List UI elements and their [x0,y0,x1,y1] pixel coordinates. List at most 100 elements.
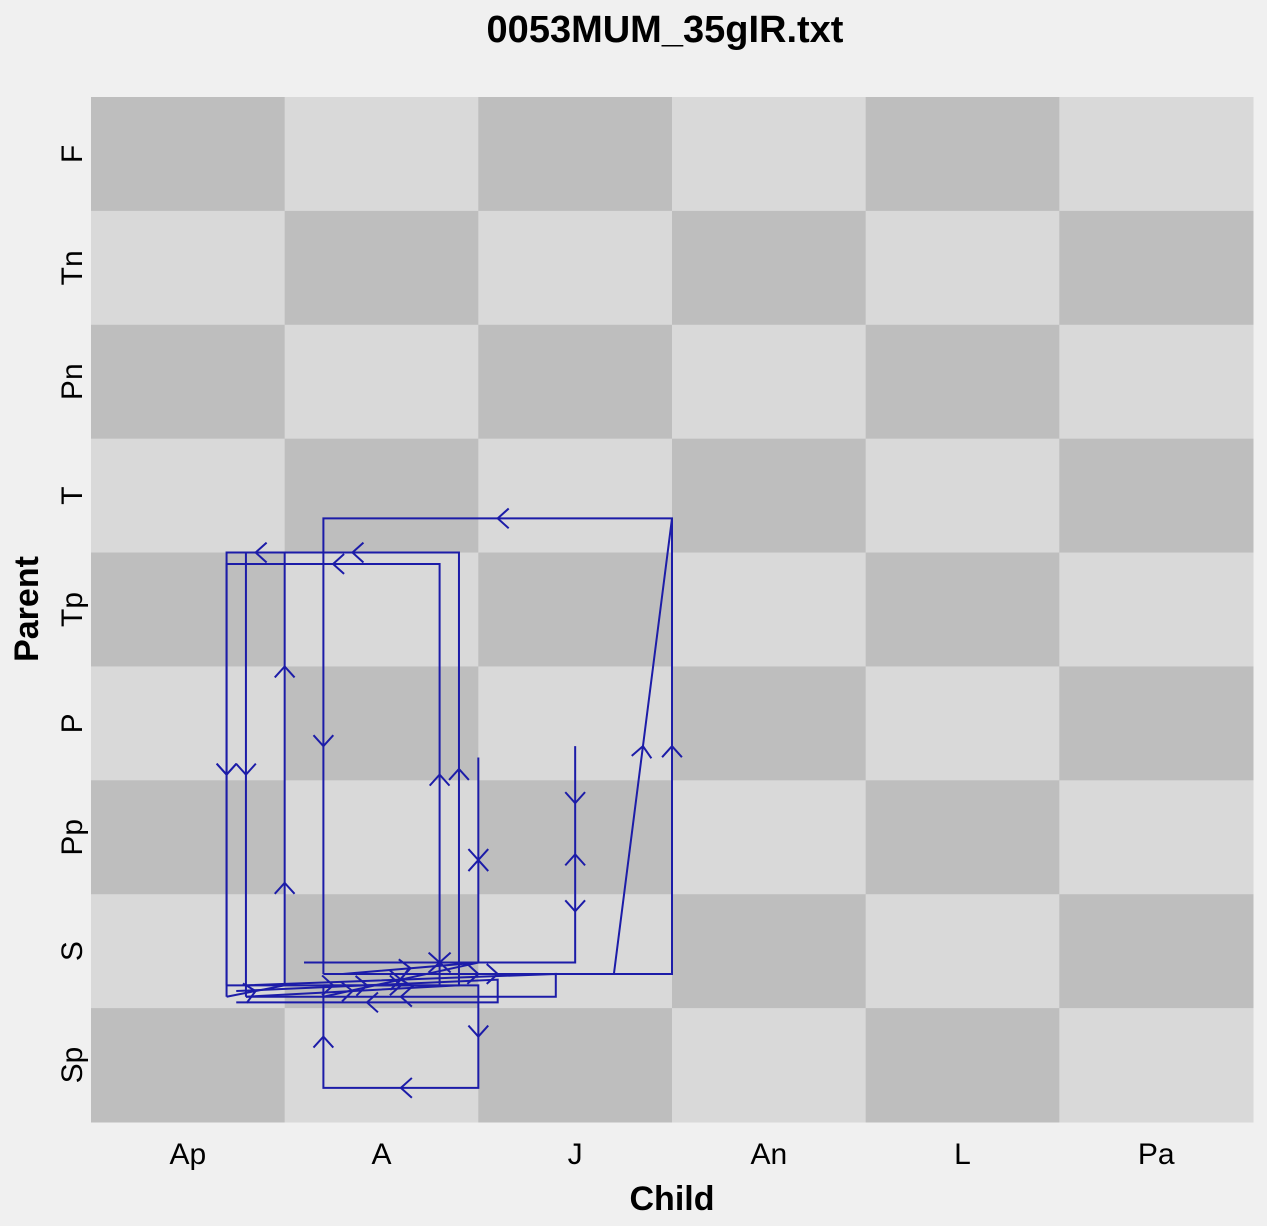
grid-cell [672,324,867,440]
grid-cell [91,438,286,554]
grid-cell [672,210,867,326]
direction-marker [466,963,480,985]
direction-marker [274,664,296,679]
grid-cell [478,210,673,326]
grid-cell [672,552,867,667]
grid-cell [865,894,1060,1009]
direction-marker [312,1035,335,1049]
grid-cell [865,666,1060,781]
direction-marker [354,975,369,997]
grid-cell [865,97,1060,212]
transition-path [244,551,460,998]
direction-marker [661,744,683,758]
grid-cell [284,210,479,326]
grid-cell [865,324,1060,440]
grid-cell [478,324,673,440]
direction-marker [438,951,452,974]
grid-cell [284,894,479,1009]
direction-marker [467,1024,489,1039]
y-tick-label: F [56,145,89,163]
grid-cell [478,97,673,212]
direction-marker [389,974,403,996]
direction-marker [467,848,489,862]
grid-cell [672,894,867,1009]
checkerboard-grid [91,97,1254,1123]
direction-marker [321,974,335,996]
x-tick-label: L [954,1138,971,1171]
grid-cell [1059,894,1254,1009]
grid-cell [284,324,479,440]
grid-cell [478,552,673,667]
direction-marker [312,734,335,748]
grid-cell [284,666,479,781]
chart-title: 0053MUM_35gIR.txt [487,9,844,51]
grid-cell [284,552,479,667]
y-tick-label: T [56,486,89,504]
direction-marker [631,744,653,759]
grid-cell [91,780,286,895]
grid-cell [91,210,286,326]
grid-cell [672,438,867,554]
x-tick-label: A [371,1138,391,1171]
grid-cell [672,97,867,212]
y-tick-label: Sp [56,1047,89,1084]
direction-marker [242,982,258,1004]
grid-cell [284,438,479,554]
grid-cell [865,210,1060,326]
y-tick-label: Tp [56,592,89,627]
grid-cell [284,780,479,895]
grid-cell [91,552,286,667]
direction-marker [388,969,403,991]
direction-marker [350,541,365,564]
grid-cell [865,438,1060,554]
grid-cell [1059,438,1254,554]
grid-cell [1059,1008,1254,1123]
y-tick-label: P [56,713,89,733]
grid-cell [672,666,867,781]
x-tick-label: Pa [1138,1138,1175,1171]
direction-marker [340,980,354,1003]
grid-cell [284,1008,479,1123]
x-tick-labels: Ap A J An L Pa [169,1138,1174,1171]
grid-cell [672,1008,867,1123]
direction-marker [399,986,413,1008]
y-tick-label: S [56,941,89,961]
x-tick-label: Ap [169,1138,206,1171]
direction-marker [496,507,510,530]
grid-cell [865,1008,1060,1123]
y-tick-label: Pn [56,363,89,400]
y-tick-label: Tn [56,250,89,285]
x-axis-label: Child [630,1180,715,1218]
direction-markers [215,507,683,1099]
grid-cell [865,552,1060,667]
grid-cell [1059,552,1254,667]
grid-cell [478,1008,673,1123]
grid-cell [672,780,867,895]
direction-marker [486,963,500,985]
grid-cell [1059,210,1254,326]
y-tick-label: Pp [56,819,89,856]
grid-cell [1059,666,1254,781]
direction-marker [564,899,586,913]
y-tick-labels: Sp S Pp P Tp T Pn Tn F [56,145,89,1084]
transition-path [342,518,673,975]
grid-cell [91,1008,286,1123]
direction-marker [215,762,238,777]
grid-cell [1059,780,1254,895]
grid-cell [1059,97,1254,212]
grid-cell [284,97,479,212]
direction-marker [365,991,379,1014]
direction-marker [428,773,451,787]
grid-cell [1059,324,1254,440]
grid-cell [91,97,286,212]
transition-path [323,757,480,998]
grid-cell [91,666,286,781]
grid-cell [865,780,1060,895]
direction-marker [254,541,268,564]
direction-marker [564,852,586,867]
grid-cell [478,438,673,554]
direction-marker [399,1077,413,1099]
direction-marker [448,767,470,781]
x-tick-label: An [750,1138,787,1171]
